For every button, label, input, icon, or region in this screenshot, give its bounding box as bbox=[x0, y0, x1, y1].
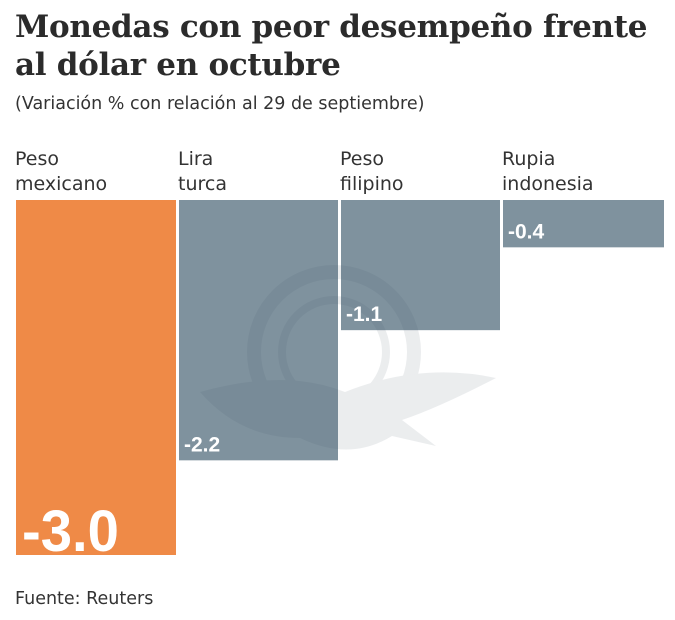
category-label-peso-filipino: Peso filipino bbox=[340, 148, 404, 195]
bar-peso-filipino bbox=[341, 200, 500, 331]
value-labels: -3.0 -2.2 -1.1 -0.4 bbox=[22, 220, 545, 564]
bar-peso-mexicano bbox=[16, 200, 176, 555]
bar-series bbox=[16, 200, 664, 555]
bar-lira-turca bbox=[179, 200, 338, 461]
category-label-rupia-indonesia: Rupia indonesia bbox=[502, 148, 594, 195]
value-label-peso-filipino: -1.1 bbox=[346, 303, 383, 326]
value-label-rupia-indonesia: -0.4 bbox=[508, 220, 545, 243]
value-label-lira-turca: -2.2 bbox=[184, 433, 220, 456]
source-note: Fuente: Reuters bbox=[15, 589, 154, 609]
category-label-peso-mexicano: Peso mexicano bbox=[15, 148, 108, 195]
chart-title: Monedas con peor desempeño frente al dól… bbox=[15, 9, 648, 83]
category-label-lira-turca: Lira turca bbox=[178, 148, 227, 195]
eagle-watermark-icon bbox=[200, 265, 496, 450]
value-label-peso-mexicano: -3.0 bbox=[22, 499, 119, 564]
bar-rupia-indonesia bbox=[503, 200, 664, 248]
chart-subtitle: (Variación % con relación al 29 de septi… bbox=[15, 94, 425, 114]
